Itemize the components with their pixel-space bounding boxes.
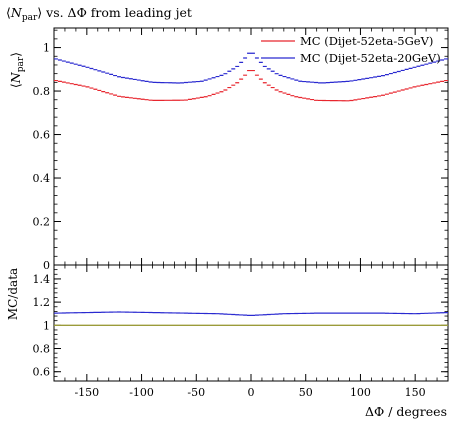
title-open: ⟨ — [6, 5, 11, 20]
y-tick-label: 1.4 — [33, 273, 51, 286]
y-tick-label: 0 — [43, 259, 50, 272]
x-tick-label: 50 — [299, 386, 313, 399]
ratio-panel-series — [54, 311, 448, 326]
title-subscript: par — [22, 13, 38, 23]
series-MC (Dijet-52eta-20GeV) — [54, 52, 448, 84]
legend: MC (Dijet-52eta-5GeV) MC (Dijet-52eta-20… — [261, 34, 441, 65]
ylabel-close: ⟩ — [8, 52, 23, 57]
x-tick-label: 150 — [405, 386, 426, 399]
legend-label-2: MC (Dijet-52eta-20GeV) — [300, 51, 441, 65]
main-y-axis-label: ⟨Npar⟩ — [8, 52, 26, 88]
y-tick-label: 1.2 — [33, 296, 51, 309]
ratio-panel-ticks: 0.6 0.8 1 1.2 1.4 -150 -100 -50 0 50 100 150 — [33, 265, 448, 399]
main-panel-series — [54, 52, 448, 102]
legend-label-1: MC (Dijet-52eta-5GeV) — [300, 34, 433, 48]
y-tick-label: 0.4 — [33, 172, 51, 185]
ylabel-subscript: par — [16, 56, 26, 72]
chart-title: ⟨Npar⟩ vs. ΔΦ from leading jet — [6, 5, 192, 23]
y-tick-label: 1 — [43, 319, 50, 332]
main-panel-ticks: 0 0.2 0.4 0.6 0.8 1 — [33, 28, 448, 272]
y-tick-label: 0.8 — [33, 85, 51, 98]
y-tick-label: 0.6 — [33, 366, 51, 379]
y-tick-label: 0.2 — [33, 216, 51, 229]
ylabel-open: ⟨ — [8, 83, 23, 88]
x-tick-label: -50 — [187, 386, 205, 399]
series-MC (Dijet-52eta-5GeV) — [54, 69, 448, 102]
y-tick-label: 0.6 — [33, 129, 51, 142]
y-tick-label: 0.8 — [33, 343, 51, 356]
x-tick-label: -100 — [129, 386, 154, 399]
ratio-y-axis-label: MC/data — [6, 268, 20, 320]
title-symbol: N — [10, 5, 23, 20]
title-rest: vs. ΔΦ from leading jet — [42, 5, 192, 20]
ratio-panel-frame — [53, 264, 449, 382]
series-MC (Dijet-52eta-20GeV) — [54, 311, 448, 316]
y-tick-label: 1 — [43, 42, 50, 55]
x-tick-label: 0 — [248, 386, 255, 399]
x-axis-label: ΔΦ / degrees — [365, 404, 447, 419]
title-close: ⟩ — [37, 5, 42, 20]
ylabel-symbol: N — [8, 71, 23, 84]
x-tick-label: 100 — [350, 386, 371, 399]
x-tick-label: -150 — [74, 386, 99, 399]
